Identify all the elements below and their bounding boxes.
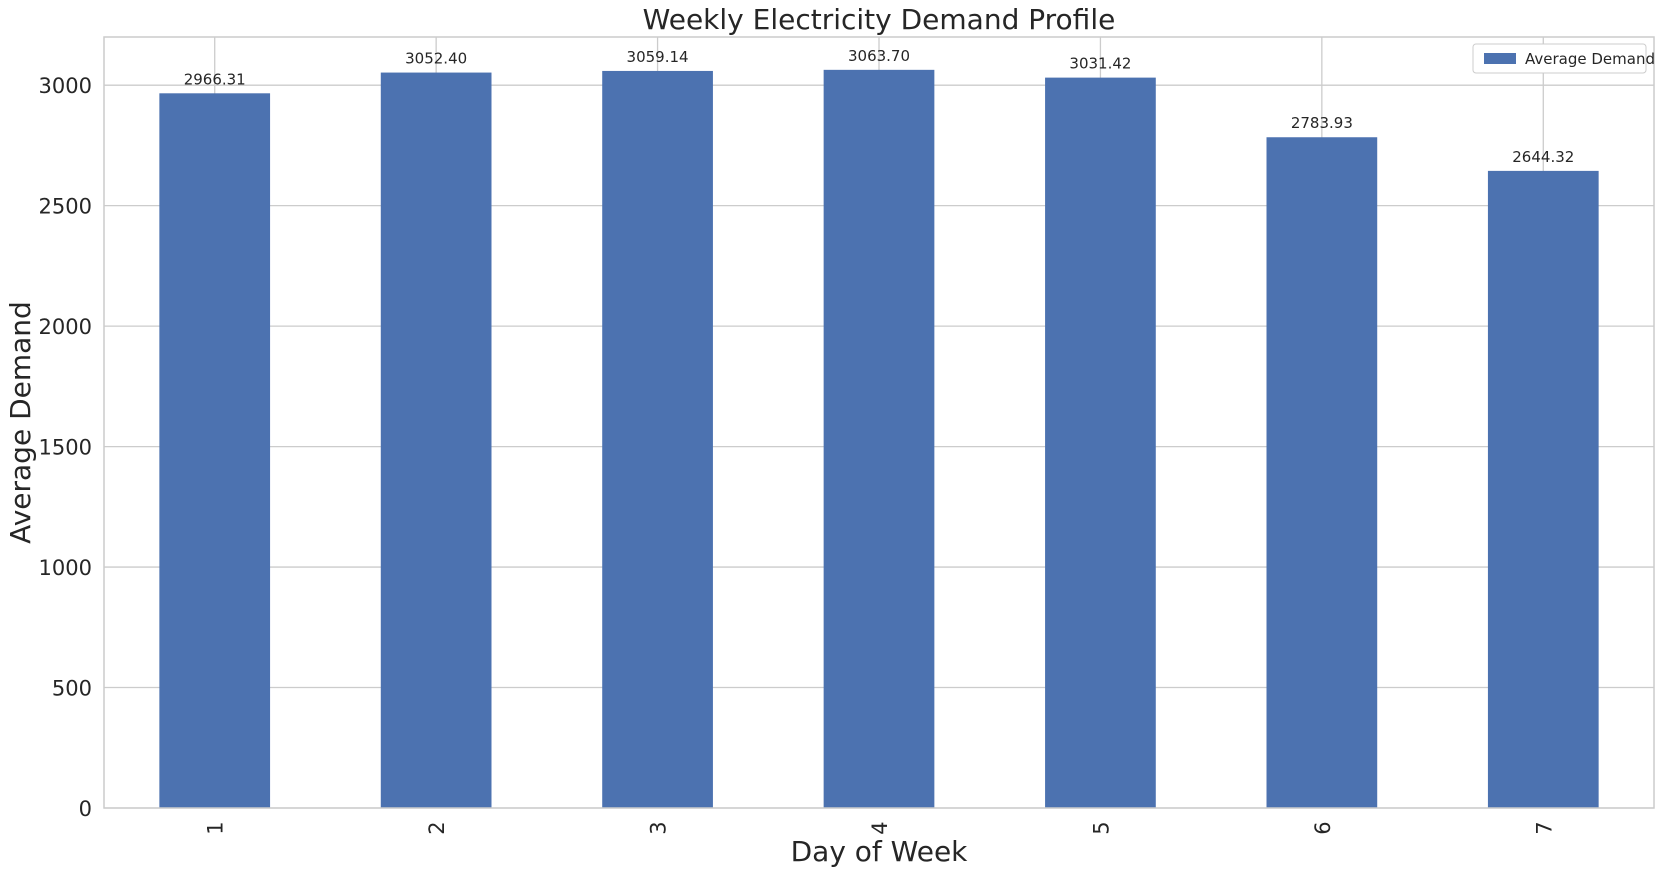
bar-value-label: 2644.32 — [1512, 148, 1574, 166]
x-tick-label: 5 — [1089, 821, 1113, 834]
x-tick-label: 3 — [647, 821, 671, 834]
legend: Average Demand — [1472, 43, 1655, 74]
y-tick-label: 1000 — [39, 556, 92, 580]
bar-value-label: 2966.31 — [184, 70, 246, 88]
bar-value-label: 3059.14 — [627, 48, 689, 66]
x-tick-label: 1 — [204, 821, 228, 834]
y-tick-label: 2000 — [39, 315, 92, 339]
x-tick-label: 4 — [868, 821, 892, 834]
x-tick-label: 7 — [1532, 821, 1556, 834]
bar-value-label: 3052.40 — [405, 50, 467, 68]
legend-swatch — [1484, 53, 1516, 64]
bar — [159, 93, 271, 808]
legend-label: Average Demand — [1525, 50, 1655, 68]
y-tick-label: 2500 — [39, 195, 92, 219]
x-axis-label: Day of Week — [791, 835, 969, 868]
y-tick-label: 1500 — [39, 436, 92, 460]
y-tick-label: 3000 — [39, 74, 92, 98]
label-layer: 0 500 1000 1500 2000 2500 3000 2966.31 1 3052.40 2… — [39, 47, 1575, 835]
chart-title: Weekly Electricity Demand Profile — [643, 3, 1116, 36]
bar — [1266, 137, 1378, 808]
bar-value-label: 3031.42 — [1069, 55, 1131, 73]
bar-layer — [159, 69, 1599, 808]
plot-frame — [103, 36, 1655, 809]
bar-value-label: 2783.93 — [1291, 114, 1353, 132]
bar — [380, 72, 492, 808]
x-tick-label: 2 — [425, 821, 449, 834]
legend-box — [1472, 43, 1647, 74]
bar-value-label: 3063.70 — [848, 47, 910, 65]
y-tick-label: 0 — [79, 797, 92, 821]
bar — [1487, 170, 1599, 808]
x-tick-label: 6 — [1311, 821, 1335, 834]
y-tick-label: 500 — [52, 677, 92, 701]
y-axis-label: Average Demand — [4, 301, 37, 544]
bar — [1045, 77, 1156, 808]
bar — [823, 69, 935, 808]
bar — [602, 70, 713, 808]
